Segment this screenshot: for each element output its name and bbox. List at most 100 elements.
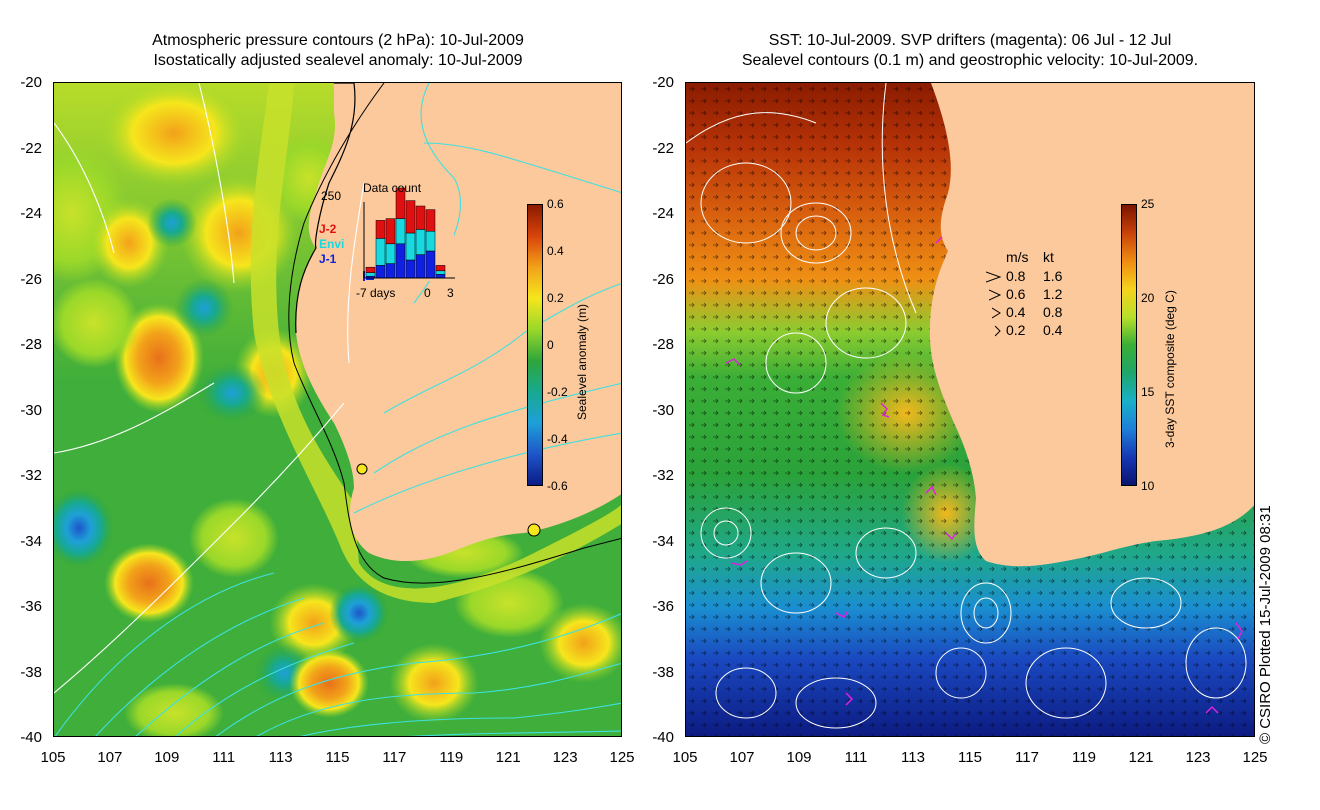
left-y-tick-label: -28 <box>20 336 42 353</box>
left-y-tick-label: -26 <box>20 270 42 288</box>
right-title-line2: Sealevel contours (0.1 m) and geostrophi… <box>741 52 1199 69</box>
inset-series-j2: J-2 <box>319 222 337 236</box>
histogram-bar <box>365 266 376 273</box>
histogram-bar <box>405 200 416 234</box>
sst-colorbar-tick: 20 <box>1141 291 1155 305</box>
histogram-bar <box>385 243 396 264</box>
right-x-tick-label: 111 <box>844 749 868 766</box>
australia-landmass-sst <box>929 83 1254 567</box>
velocity-legend-ms: 0.4 <box>1006 304 1026 320</box>
histogram-bar <box>425 250 436 279</box>
histogram-bar <box>395 243 406 279</box>
inset-title: Data count <box>363 181 422 195</box>
sealevel-colorbar-tick: -0.4 <box>547 432 568 446</box>
right-y-tick-label: -40 <box>652 729 674 746</box>
right-y-tick-label: -38 <box>652 663 674 681</box>
left-y-tick-label: -20 <box>20 74 42 91</box>
left-x-tick-label: 105 <box>40 749 66 766</box>
left-y-tick-label: -38 <box>20 663 42 681</box>
velocity-legend-header-kt: kt <box>1043 249 1054 265</box>
velocity-arrow-icon <box>992 306 1002 320</box>
sst-graphic <box>686 83 1254 736</box>
right-y-tick-label: -26 <box>652 270 674 288</box>
left-y-tick-label: -40 <box>20 729 42 746</box>
velocity-legend-ms: 0.6 <box>1006 286 1026 302</box>
velocity-legend-ms: 0.8 <box>1006 268 1026 284</box>
sst-colorbar-label: 3-day SST composite (deg C) <box>1163 290 1177 448</box>
left-title-line2: Isostatically adjusted sealevel anomaly:… <box>153 52 523 69</box>
histogram-bar <box>385 263 396 279</box>
histogram-bar <box>395 218 406 245</box>
histogram-bar <box>365 272 376 277</box>
left-x-tick-label: 115 <box>325 749 350 766</box>
right-x-tick-label: 109 <box>786 749 812 766</box>
left-x-tick-label: 117 <box>382 749 407 766</box>
sst-map[interactable] <box>685 82 1255 737</box>
right-x-tick-label: 125 <box>1242 749 1268 766</box>
sst-colorbar-tick: 10 <box>1141 479 1155 493</box>
right-x-tick-label: 117 <box>1015 749 1039 766</box>
left-x-tick-label: 113 <box>268 749 293 766</box>
sealevel-colorbar-label: Sealevel anomaly (m) <box>575 303 589 420</box>
left-y-tick-label: -30 <box>20 401 42 419</box>
left-x-tick-label: 107 <box>97 749 123 766</box>
right-y-tick-label: -30 <box>652 401 674 419</box>
left-x-tick-label: 121 <box>495 749 521 766</box>
inset-max-label: 250 <box>321 189 342 203</box>
right-x-tick-label: 123 <box>1185 749 1211 766</box>
velocity-legend-kt: 0.8 <box>1043 304 1063 320</box>
velocity-legend-kt: 0.4 <box>1043 322 1063 338</box>
velocity-arrow-icon <box>995 324 1002 338</box>
right-y-tick-label: -36 <box>652 598 674 615</box>
right-y-tick-label: -24 <box>652 205 674 222</box>
left-x-tick-label: 109 <box>154 749 180 766</box>
left-y-tick-label: -24 <box>20 205 42 222</box>
histogram-bar <box>375 238 386 266</box>
velocity-arrow-icon <box>989 288 1002 302</box>
left-y-tick-label: -32 <box>20 467 42 484</box>
left-title-line1: Atmospheric pressure contours (2 hPa): 1… <box>152 32 524 49</box>
histogram-bar <box>435 265 446 272</box>
right-y-tick-label: -28 <box>652 336 674 353</box>
right-x-tick-label: 107 <box>729 749 755 766</box>
right-x-tick-label: 121 <box>1128 749 1154 766</box>
sealevel-colorbar-tick: 0.4 <box>547 244 564 258</box>
inset-xtick-start: -7 days <box>356 286 396 300</box>
sst-colorbar <box>1121 204 1137 486</box>
velocity-legend-kt: 1.2 <box>1043 286 1063 302</box>
plot-credit: © CSIRO Plotted 15-Jul-2009 08:31 <box>1257 505 1274 744</box>
histogram-bar <box>425 230 436 252</box>
sealevel-colorbar <box>527 204 543 486</box>
right-x-tick-label: 115 <box>958 749 982 766</box>
right-title-line1: SST: 10-Jul-2009. SVP drifters (magenta)… <box>768 32 1172 49</box>
right-x-tick-label: 105 <box>672 749 698 766</box>
histogram-bar <box>375 220 386 239</box>
histogram-bar <box>435 270 446 275</box>
sealevel-colorbar-tick: 0 <box>547 338 554 352</box>
left-x-tick-label: 123 <box>552 749 578 766</box>
left-x-tick-label: 119 <box>439 749 464 766</box>
left-y-tick-label: -36 <box>20 598 42 615</box>
velocity-arrow-icon <box>986 270 1002 284</box>
right-y-tick-label: -22 <box>652 139 674 157</box>
right-y-tick-label: -32 <box>652 467 674 484</box>
left-y-tick-label: -22 <box>20 139 42 157</box>
velocity-legend-ms: 0.2 <box>1006 322 1026 338</box>
histogram-bar <box>405 232 416 261</box>
histogram-bar <box>415 254 426 279</box>
histogram-bar <box>415 229 426 255</box>
right-y-tick-label: -34 <box>652 532 674 550</box>
histogram-bar <box>405 259 416 279</box>
right-y-tick-label: -20 <box>652 74 674 91</box>
histogram-bar <box>395 187 406 219</box>
histogram-bar <box>425 209 436 232</box>
right-x-tick-label: 119 <box>1072 749 1096 766</box>
left-y-tick-label: -34 <box>20 532 42 550</box>
sealevel-colorbar-tick: -0.2 <box>547 385 568 399</box>
histogram-bar <box>375 265 386 279</box>
sst-colorbar-tick: 25 <box>1141 197 1155 211</box>
coastline <box>295 83 356 334</box>
right-x-tick-label: 113 <box>901 749 925 766</box>
sealevel-colorbar-tick: 0.6 <box>547 197 564 211</box>
histogram-bar <box>435 274 446 279</box>
